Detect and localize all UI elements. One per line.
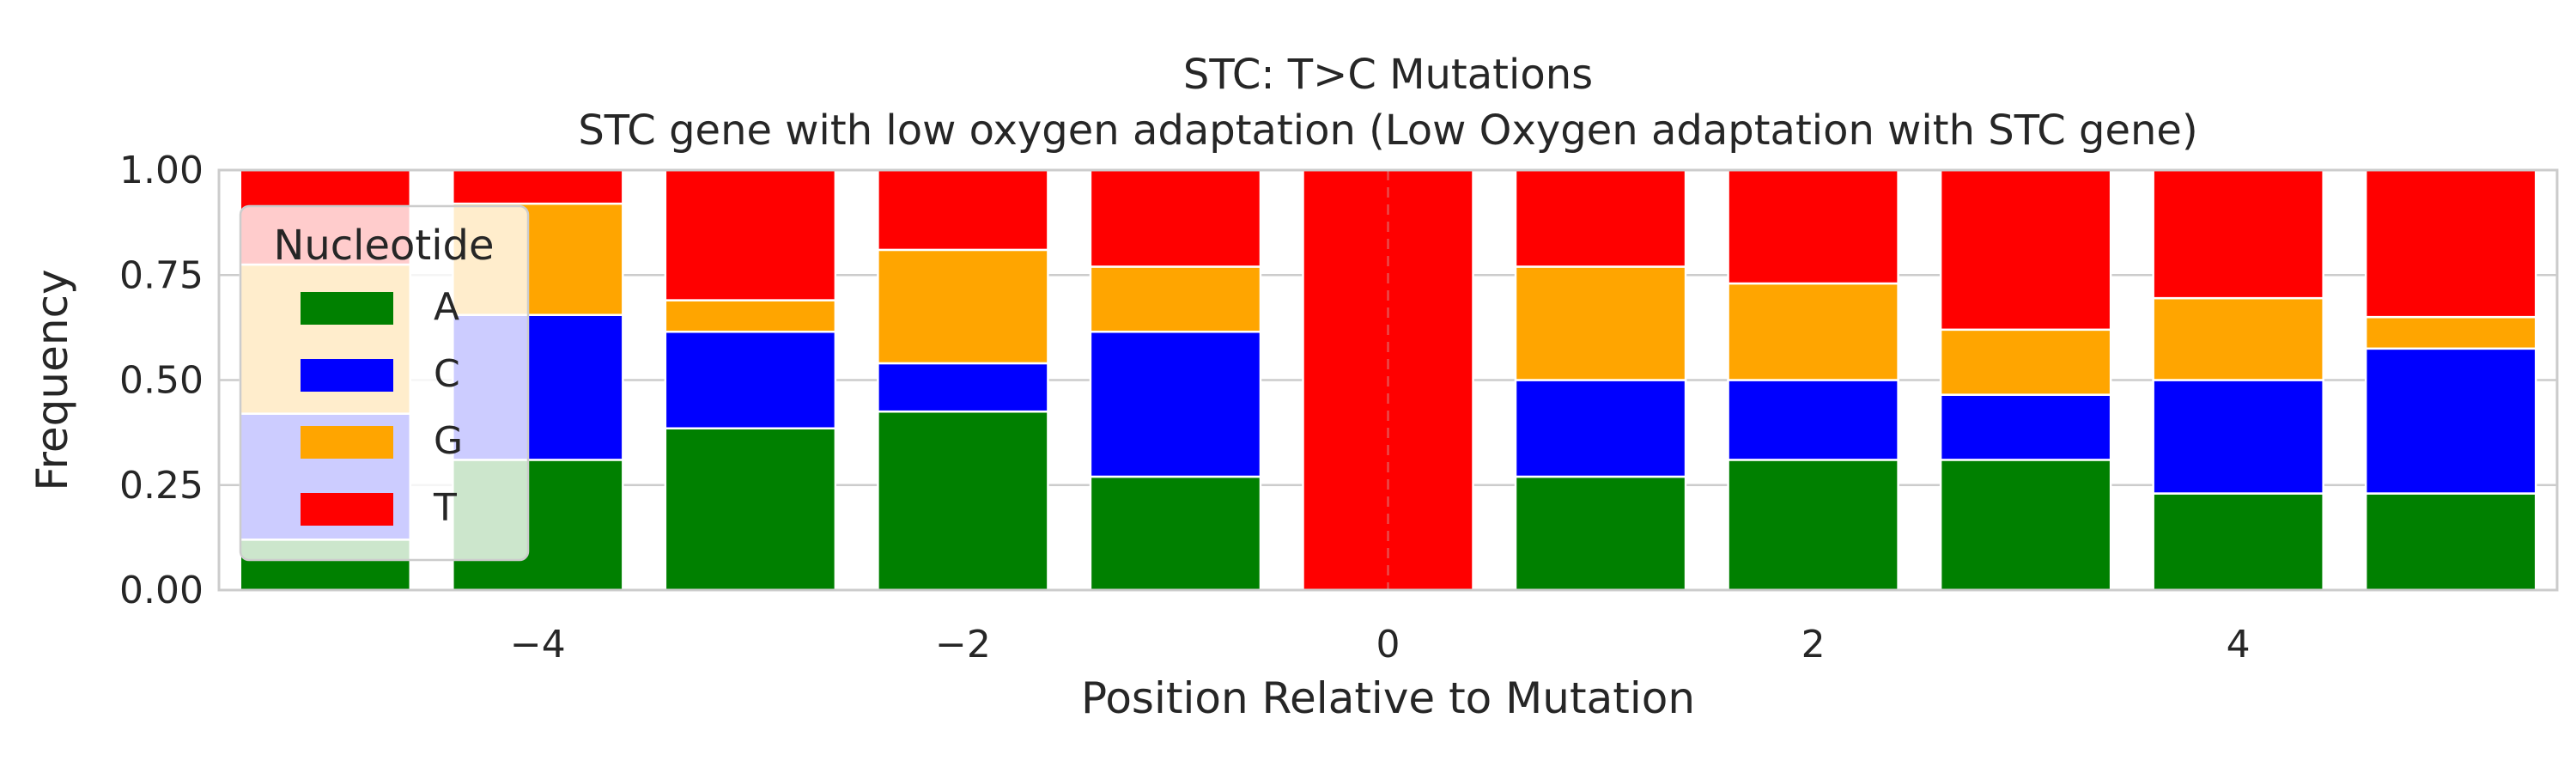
bar-segment-A bbox=[1089, 475, 1262, 592]
x-tick-label: 2 bbox=[1801, 623, 1826, 666]
bar-segment-G bbox=[2364, 315, 2537, 350]
bar-segment-T bbox=[1727, 168, 1899, 285]
bar-segment-T bbox=[1089, 168, 1262, 268]
legend-title: Nucleotide bbox=[273, 222, 494, 270]
legend-label: A bbox=[434, 285, 459, 329]
bar-segment-A bbox=[1727, 459, 1899, 592]
bar-segment-C bbox=[1939, 393, 2112, 461]
bar-segment-A bbox=[2152, 492, 2324, 592]
legend-swatch-G bbox=[301, 426, 393, 459]
x-tick-label: −4 bbox=[510, 623, 566, 666]
bar-segment-G bbox=[1939, 328, 2112, 396]
legend-label: G bbox=[434, 419, 463, 463]
plot-frame bbox=[217, 168, 2559, 592]
bar-segment-C bbox=[1514, 379, 1687, 478]
x-tick-label: −2 bbox=[935, 623, 991, 666]
y-tick-label: 0.50 bbox=[119, 359, 204, 403]
bar-segment-C bbox=[1727, 379, 1899, 461]
bar-segment-T bbox=[1939, 168, 2112, 332]
bar-segment-A bbox=[2364, 492, 2537, 592]
bar-segment-G bbox=[1727, 282, 1899, 381]
bar-segment-G bbox=[1514, 265, 1687, 381]
chart-subtitle: STC gene with low oxygen adaptation (Low… bbox=[578, 107, 2197, 155]
bar-segment-T bbox=[452, 168, 624, 205]
bar-segment-T bbox=[1514, 168, 1687, 268]
x-tick-label: 0 bbox=[1376, 623, 1400, 666]
bar-segment-G bbox=[664, 299, 837, 333]
tick-layer: 0.00 0.25 0.50 0.75 1.00 −4 −2 0 2 4 bbox=[119, 149, 2251, 666]
bar-segment-T bbox=[2152, 168, 2324, 300]
x-tick-label: 4 bbox=[2227, 623, 2251, 666]
bar-segment-A bbox=[1514, 475, 1687, 592]
x-axis-label: Position Relative to Mutation bbox=[1081, 673, 1695, 723]
y-tick-label: 0.25 bbox=[119, 464, 204, 508]
bar-layer bbox=[239, 168, 2537, 592]
bar-segment-G bbox=[877, 248, 1049, 365]
y-tick-label: 0.75 bbox=[119, 253, 204, 297]
bar-segment-G bbox=[2152, 296, 2324, 381]
bar-segment-T bbox=[2364, 168, 2537, 319]
bar-segment-C bbox=[664, 331, 837, 429]
bar-segment-T bbox=[664, 168, 837, 301]
bar-segment-C bbox=[1089, 331, 1262, 478]
chart-title: STC: T>C Mutations bbox=[1183, 51, 1593, 99]
legend-label: T bbox=[433, 486, 457, 530]
bar-segment-C bbox=[2152, 379, 2324, 495]
bar-segment-G bbox=[1089, 265, 1262, 333]
y-tick-label: 0.00 bbox=[119, 569, 204, 612]
bar-segment-C bbox=[2364, 347, 2537, 495]
y-axis-label: Frequency bbox=[27, 269, 77, 490]
bar-segment-T bbox=[877, 168, 1049, 252]
bar-segment-C bbox=[877, 362, 1049, 413]
y-tick-label: 1.00 bbox=[119, 149, 204, 192]
bar-segment-A bbox=[877, 410, 1049, 592]
bar-segment-A bbox=[1939, 459, 2112, 592]
legend-swatch-A bbox=[301, 292, 393, 325]
legend-label: C bbox=[434, 352, 460, 396]
legend-swatch-C bbox=[301, 359, 393, 392]
bar-segment-A bbox=[664, 427, 837, 592]
legend-swatch-T bbox=[301, 493, 393, 526]
